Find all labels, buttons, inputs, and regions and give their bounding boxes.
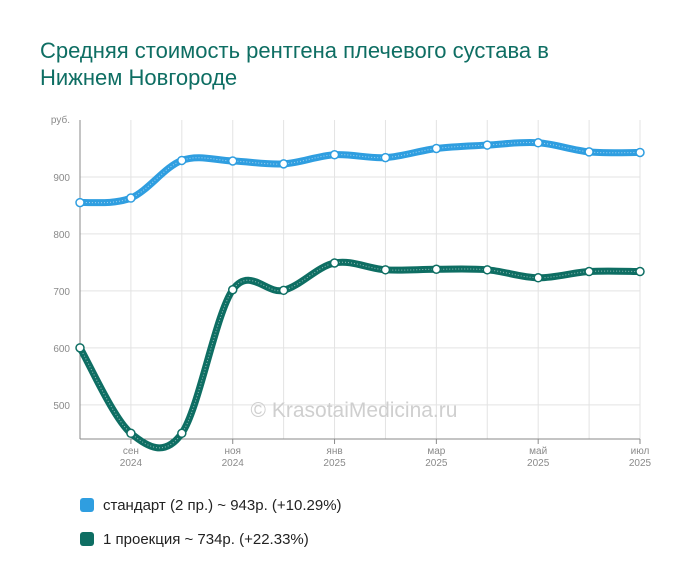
data-point-standard <box>635 147 645 158</box>
chart-title: Средняя стоимость рентгена плечевого сус… <box>40 38 549 90</box>
x-tick-label-year: 2024 <box>222 458 245 469</box>
x-tick-label-month: май <box>529 446 547 457</box>
x-tick-label-year: 2024 <box>120 458 143 469</box>
legend-label-standard: стандарт (2 пр.) ~ 943р. (+10.29%) <box>103 496 342 514</box>
x-tick-label-month: ноя <box>224 446 241 457</box>
data-point-standard <box>533 138 543 148</box>
data-point-one-projection <box>177 428 187 439</box>
x-tick-label-month: сен <box>123 446 139 457</box>
legend-label-one-projection: 1 проекция ~ 734р. (+22.33%) <box>103 530 309 548</box>
legend-swatch-one-projection <box>80 532 94 546</box>
x-tick-label-month: мар <box>427 446 445 457</box>
legend-swatch-standard <box>80 498 94 512</box>
x-tick-label-year: 2025 <box>527 458 550 469</box>
series-one-projection <box>75 258 645 452</box>
y-tick-label: 500 <box>53 401 70 412</box>
data-point-standard <box>584 147 594 157</box>
data-point-standard <box>227 156 238 166</box>
data-point-one-projection <box>635 266 645 277</box>
x-tick-label-year: 2025 <box>323 458 346 469</box>
data-point-one-projection <box>126 428 136 439</box>
data-point-one-projection <box>75 343 85 353</box>
data-point-standard <box>126 193 136 203</box>
data-point-one-projection <box>482 265 493 275</box>
data-point-standard <box>75 197 85 208</box>
series-standard <box>75 138 645 208</box>
data-point-standard <box>329 149 340 160</box>
y-tick-label: 800 <box>53 230 70 241</box>
x-tick-label-month: июл <box>631 446 650 457</box>
data-point-standard <box>431 143 442 154</box>
x-tick-label-month: янв <box>326 446 342 457</box>
data-point-one-projection <box>533 273 543 283</box>
data-point-standard <box>380 152 391 163</box>
data-point-one-projection <box>329 258 340 268</box>
x-tick-label-year: 2025 <box>629 458 652 469</box>
data-point-one-projection <box>431 264 442 274</box>
data-point-one-projection <box>278 285 289 296</box>
legend: стандарт (2 пр.) ~ 943р. (+10.29%) 1 про… <box>80 488 342 556</box>
data-point-one-projection <box>380 265 391 275</box>
legend-item-one-projection[interactable]: 1 проекция ~ 734р. (+22.33%) <box>80 522 342 556</box>
y-axis-unit-label: руб. <box>51 114 70 126</box>
watermark: © KrasotaiMedicina.ru <box>251 399 458 422</box>
data-point-standard <box>482 140 493 150</box>
data-point-standard <box>177 155 187 166</box>
data-point-one-projection <box>227 285 238 295</box>
series-line-texture-standard <box>79 142 641 204</box>
data-point-standard <box>278 159 289 169</box>
y-tick-label: 700 <box>53 287 70 298</box>
y-tick-label: 600 <box>53 344 70 355</box>
x-tick-label-year: 2025 <box>425 458 448 469</box>
legend-item-standard[interactable]: стандарт (2 пр.) ~ 943р. (+10.29%) <box>80 488 342 522</box>
data-point-one-projection <box>584 266 594 277</box>
y-tick-label: 900 <box>53 173 70 184</box>
